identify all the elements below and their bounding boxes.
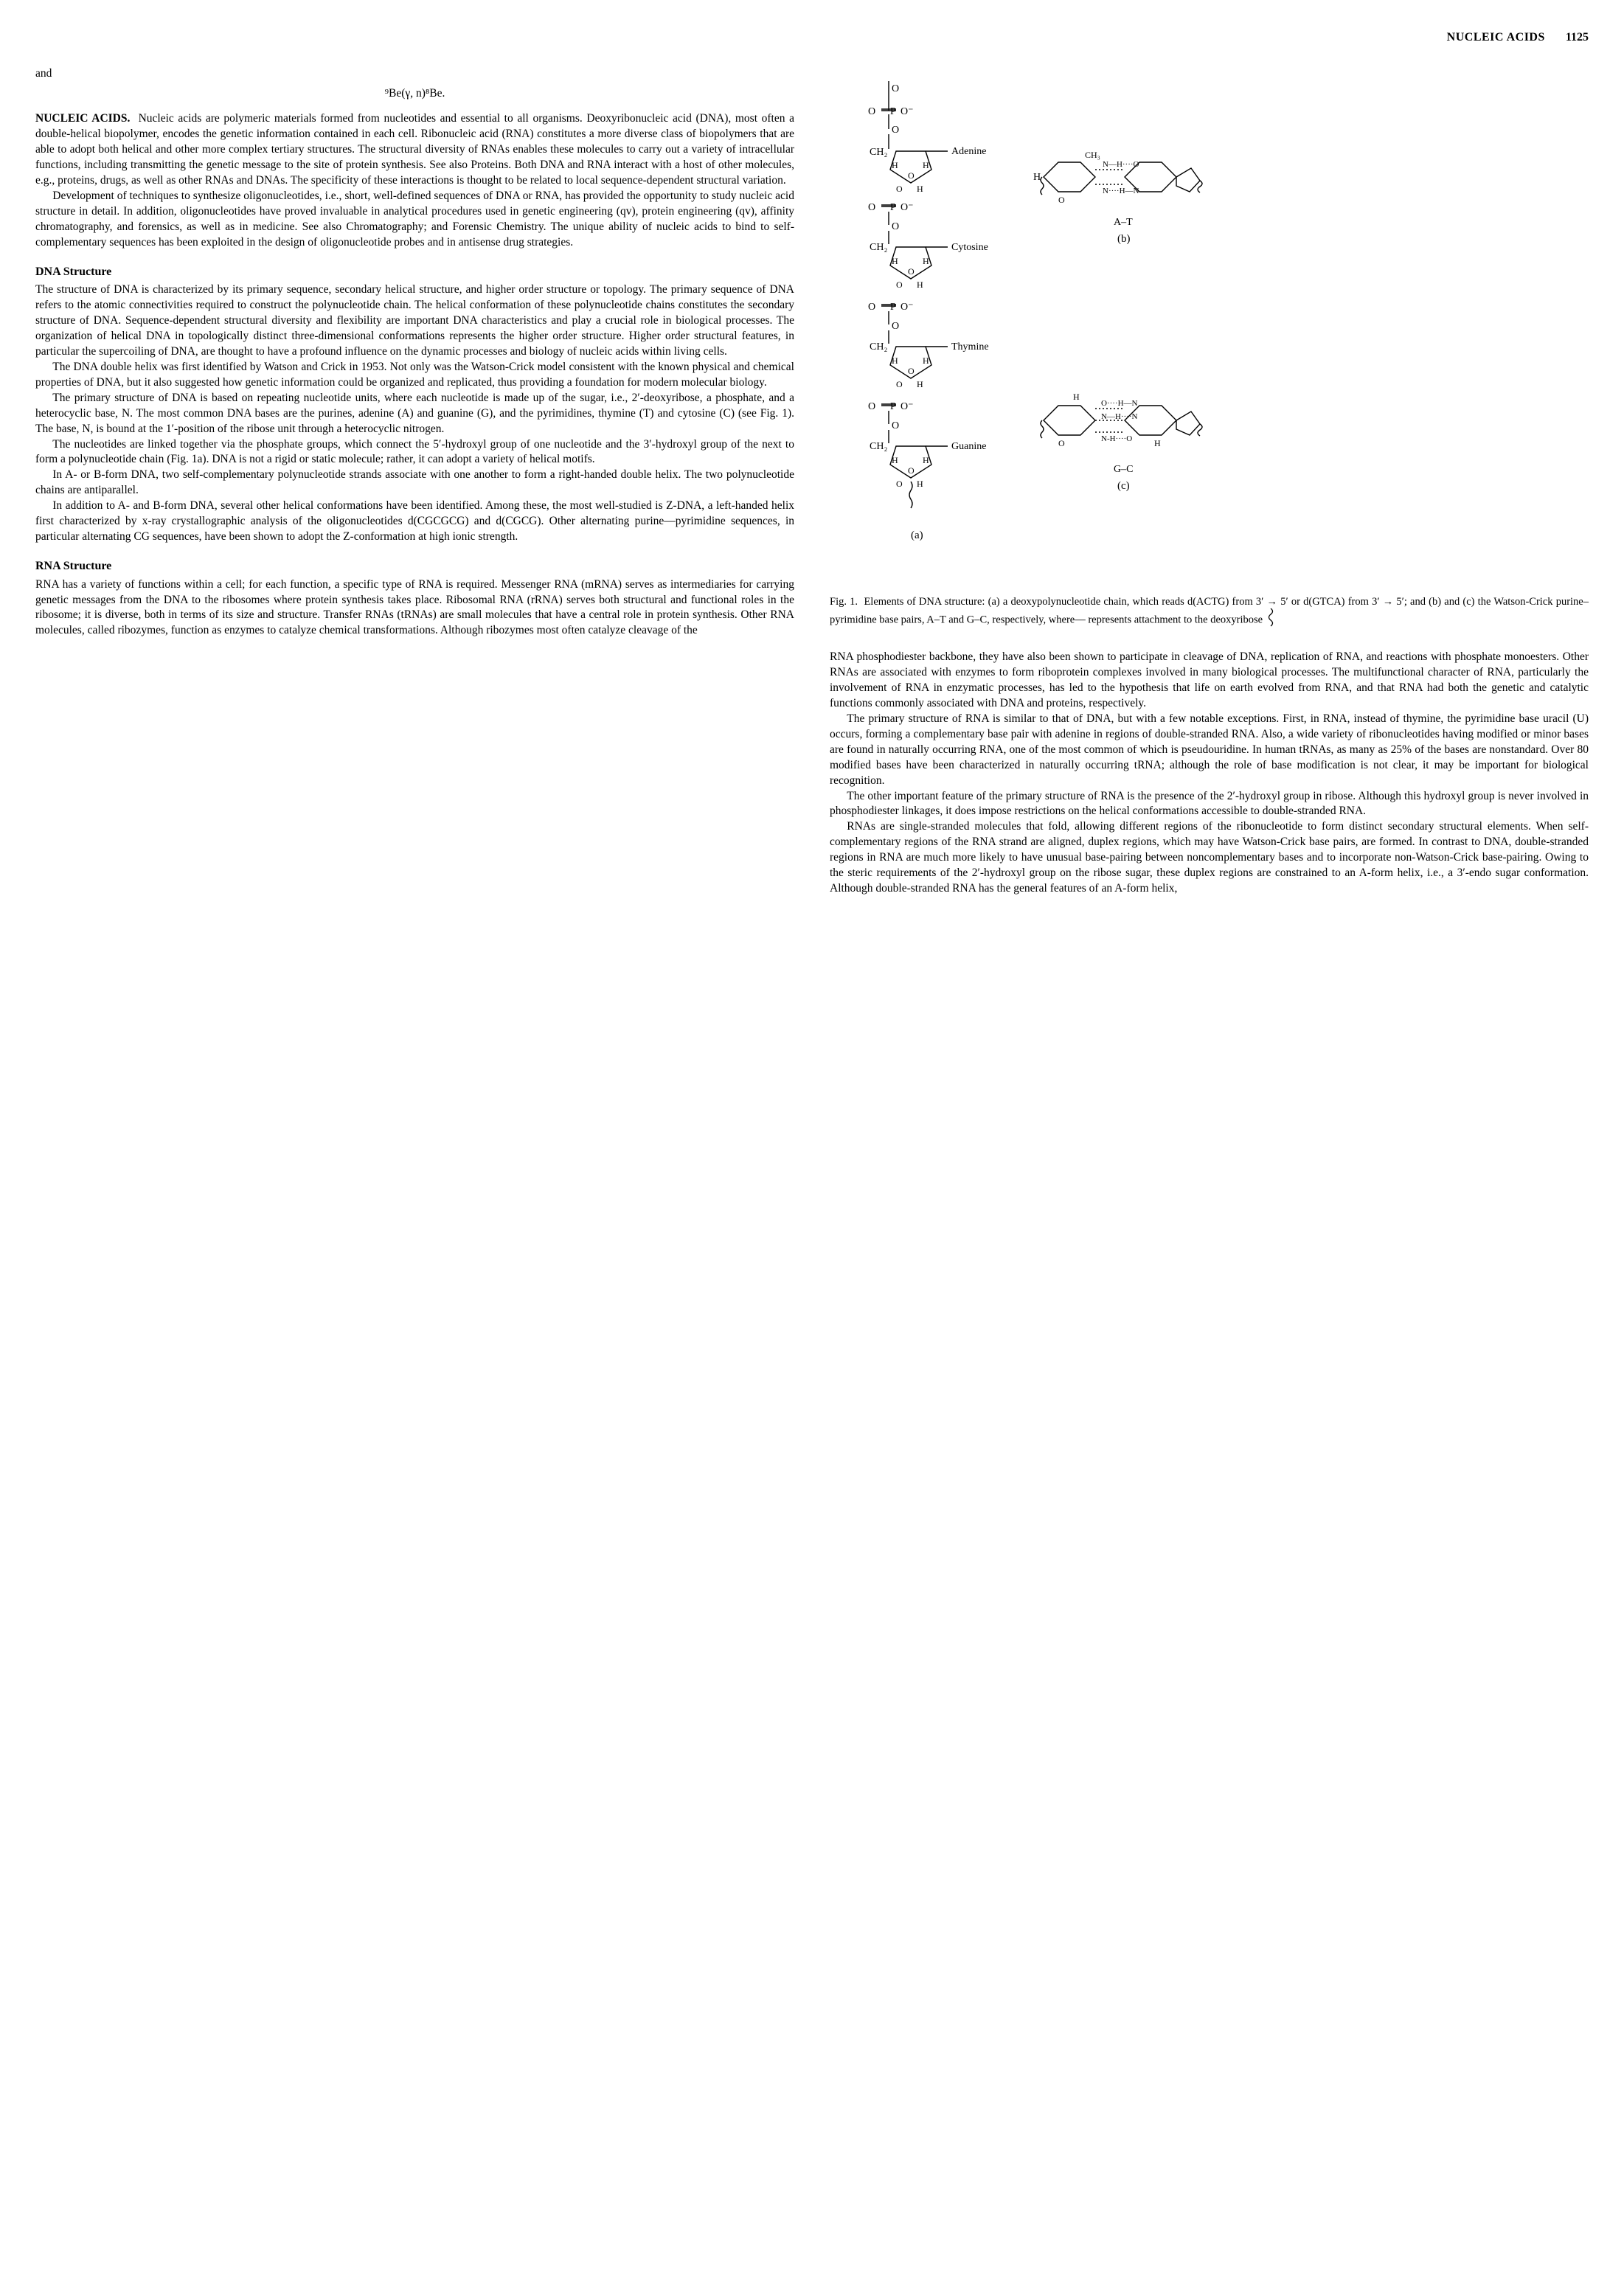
svg-text:O: O (868, 106, 875, 117)
figure-1: O O P O⁻ O CH₂ O H H O H Adenine O P (830, 66, 1589, 633)
left-column: and ⁹Be(γ, n)⁸Be. NUCLEIC ACIDS. Nucleic… (35, 66, 794, 897)
svg-text:CH₃: CH₃ (1085, 150, 1100, 160)
svg-text:H: H (923, 160, 929, 170)
svg-text:H: H (1033, 172, 1041, 183)
svg-text:O: O (896, 479, 903, 489)
col2-paragraph-4: RNAs are single-stranded molecules that … (830, 819, 1589, 897)
svg-text:H: H (917, 184, 923, 194)
figure-1-caption: Fig. 1. Elements of DNA structure: (a) a… (830, 595, 1589, 633)
svg-text:CH₂: CH₂ (870, 242, 887, 253)
figure-1-graphic: O O P O⁻ O CH₂ O H H O H Adenine O P (830, 66, 1589, 588)
svg-text:O: O (908, 266, 915, 277)
label-at: A–T (1114, 217, 1133, 228)
label-adenine: Adenine (951, 146, 986, 157)
dna-paragraph-3: The primary structure of DNA is based on… (35, 391, 794, 437)
fig-tag-c: (c) (1117, 480, 1130, 492)
svg-text:O: O (1058, 195, 1065, 205)
svg-text:O····H—N: O····H—N (1101, 399, 1138, 408)
svg-text:O: O (896, 379, 903, 389)
entry-paragraph-1: NUCLEIC ACIDS. Nucleic acids are polymer… (35, 111, 794, 189)
fig1a-chain: O O P O⁻ O CH₂ O H H O H Adenine O P (868, 81, 989, 541)
svg-text:O⁻: O⁻ (901, 401, 914, 412)
svg-text:O: O (1058, 438, 1065, 448)
svg-text:O: O (908, 170, 915, 181)
squiggle-icon (1266, 608, 1276, 632)
svg-text:H: H (1073, 392, 1080, 402)
equation-be: ⁹Be(γ, n)⁸Be. (35, 86, 794, 102)
svg-text:O: O (892, 221, 899, 232)
dna-paragraph-1: The structure of DNA is characterized by… (35, 282, 794, 360)
svg-text:H: H (1154, 438, 1161, 448)
svg-text:O: O (896, 184, 903, 194)
svg-text:O⁻: O⁻ (901, 106, 914, 117)
svg-text:N····H—N: N····H—N (1103, 187, 1139, 195)
svg-text:O: O (892, 420, 899, 431)
svg-text:O: O (868, 302, 875, 313)
svg-text:O: O (892, 83, 899, 94)
entry-p1-text: Nucleic acids are polymeric materials fo… (35, 112, 794, 187)
dna-paragraph-6: In addition to A- and B-form DNA, severa… (35, 499, 794, 545)
col2-paragraph-2: The primary structure of RNA is similar … (830, 712, 1589, 789)
svg-text:O⁻: O⁻ (901, 202, 914, 213)
subhead-rna-structure: RNA Structure (35, 558, 794, 574)
svg-text:H: H (923, 355, 929, 366)
two-column-layout: and ⁹Be(γ, n)⁸Be. NUCLEIC ACIDS. Nucleic… (35, 66, 1589, 897)
label-thymine: Thymine (951, 341, 989, 353)
svg-text:CH₂: CH₂ (870, 147, 887, 158)
dna-paragraph-2: The DNA double helix was first identifie… (35, 360, 794, 391)
running-header: NUCLEIC ACIDS 1125 (35, 29, 1589, 46)
col2-paragraph-1: RNA phosphodiester backbone, they have a… (830, 650, 1589, 712)
svg-text:P: P (890, 106, 896, 117)
svg-text:N-H····O: N-H····O (1101, 434, 1132, 443)
svg-text:H: H (892, 455, 898, 465)
label-guanine: Guanine (951, 441, 986, 452)
fig1-caption-label: Fig. 1. (830, 596, 858, 608)
rna-paragraph-1: RNA has a variety of functions within a … (35, 577, 794, 639)
page-number: 1125 (1566, 31, 1589, 44)
svg-text:CH₂: CH₂ (870, 341, 887, 353)
svg-text:O: O (892, 125, 899, 136)
svg-text:O: O (892, 321, 899, 332)
svg-text:CH₂: CH₂ (870, 441, 887, 452)
fig1b-at-pair: H CH₃ O N—H····O N····H—N A–T (b) (1033, 150, 1202, 245)
and-line: and (35, 66, 794, 82)
entry-paragraph-2: Development of techniques to synthesize … (35, 189, 794, 251)
svg-text:H: H (892, 355, 898, 366)
col2-paragraph-3: The other important feature of the prima… (830, 789, 1589, 820)
svg-text:H: H (917, 379, 923, 389)
svg-text:H: H (923, 455, 929, 465)
fig1-caption-body: Elements of DNA structure: (a) a deoxypo… (830, 596, 1589, 626)
running-title: NUCLEIC ACIDS (1447, 31, 1545, 44)
dna-paragraph-4: The nucleotides are linked together via … (35, 437, 794, 468)
dna-paragraph-5: In A- or B-form DNA, two self-complement… (35, 468, 794, 499)
svg-text:O⁻: O⁻ (901, 302, 914, 313)
svg-text:O: O (896, 280, 903, 290)
right-column: O O P O⁻ O CH₂ O H H O H Adenine O P (830, 66, 1589, 897)
subhead-dna-structure: DNA Structure (35, 264, 794, 280)
label-cytosine: Cytosine (951, 242, 988, 253)
svg-text:O: O (908, 366, 915, 376)
svg-text:H: H (917, 280, 923, 290)
fig-tag-a: (a) (911, 530, 923, 541)
svg-text:H: H (892, 160, 898, 170)
svg-text:H: H (917, 479, 923, 489)
svg-text:P: P (890, 401, 896, 412)
svg-text:H: H (892, 256, 898, 266)
svg-text:O: O (868, 401, 875, 412)
fig1c-gc-pair: H O O····H—N N—H····N N-H····O H G–C (c) (1041, 392, 1202, 492)
fig-tag-b: (b) (1117, 233, 1131, 245)
label-gc: G–C (1114, 464, 1133, 475)
svg-text:P: P (890, 202, 896, 213)
svg-text:O: O (868, 202, 875, 213)
svg-text:O: O (908, 465, 915, 476)
entry-headword: NUCLEIC ACIDS. (35, 112, 130, 125)
svg-text:P: P (890, 302, 896, 313)
svg-text:H: H (923, 256, 929, 266)
